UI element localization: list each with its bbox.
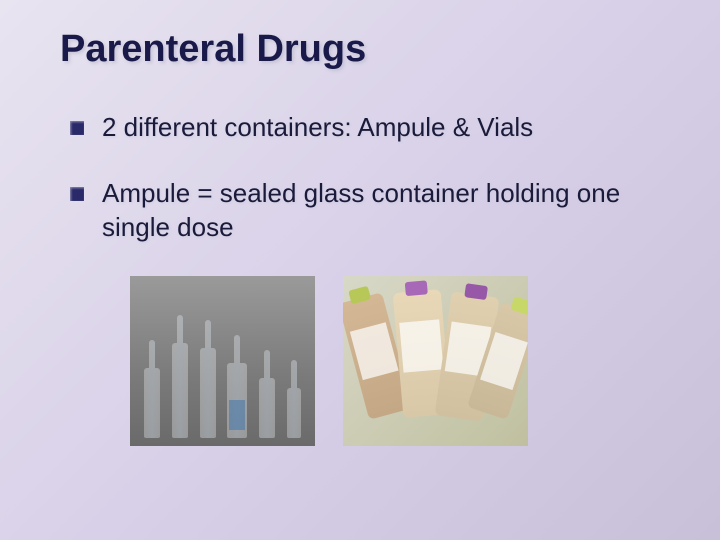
ampule-icon	[227, 363, 247, 438]
slide-title: Parenteral Drugs	[60, 28, 660, 71]
bullet-text-2: Ampule = sealed glass container holding …	[102, 177, 660, 245]
bullet-item-2: Ampule = sealed glass container holding …	[70, 177, 660, 245]
bullet-marker-icon	[70, 187, 84, 201]
ampule-icon	[287, 388, 301, 438]
image-row	[130, 276, 660, 446]
ampule-icon	[200, 348, 216, 438]
slide-container: Parenteral Drugs 2 different containers:…	[0, 0, 720, 466]
ampules-photo	[130, 276, 315, 446]
ampule-icon	[172, 343, 188, 438]
ampule-icon	[259, 378, 275, 438]
bullet-text-1: 2 different containers: Ampule & Vials	[102, 111, 533, 145]
bullet-item-1: 2 different containers: Ampule & Vials	[70, 111, 660, 145]
bullet-marker-icon	[70, 121, 84, 135]
ampule-icon	[144, 368, 160, 438]
vials-photo	[343, 276, 528, 446]
